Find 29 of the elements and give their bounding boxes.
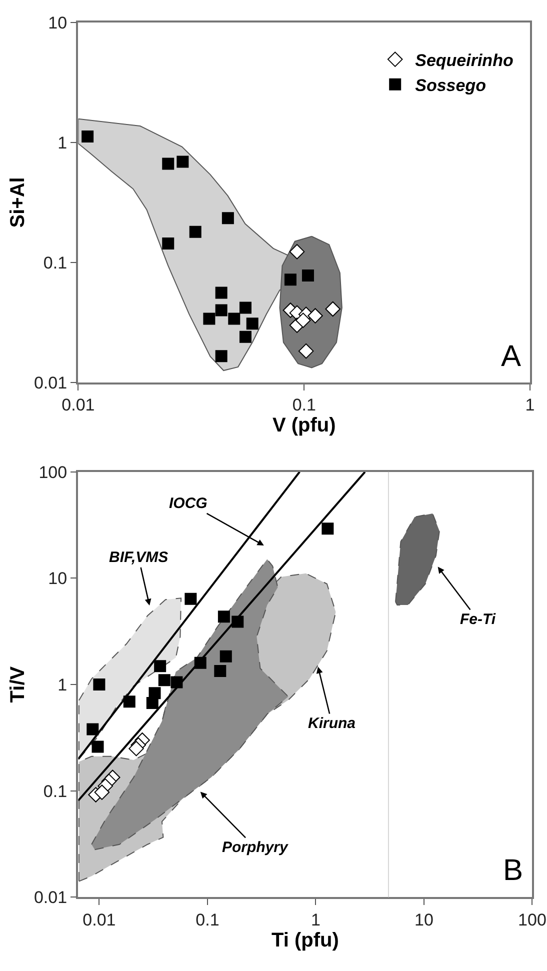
x-tick-label: 100 [518,910,546,930]
y-tick-label: 0.01 [34,888,68,908]
y-tick-label: 10 [48,13,68,32]
x-tick-label: 10 [414,910,434,930]
x-tick-label: 0.01 [82,910,116,930]
annotation: Porphyry [222,839,289,856]
y-tick-label: 1 [58,133,68,152]
y-tick-label: 1 [58,676,68,695]
x-axis-title: Ti (pfu) [272,929,339,952]
y-tick-label: 100 [38,462,68,482]
y-tick-label: 0.01 [34,374,68,393]
y-tick-label: 10 [48,569,68,588]
annotation: IOCG [169,495,208,512]
y-tick-label: 0.1 [43,253,68,272]
annotation: Fe-Ti [460,611,496,628]
x-axis-title: V (pfu) [272,414,336,437]
x-tick-label: 1 [525,396,535,415]
annotation: BIF,VMS [109,549,168,566]
x-tick-label: 0.1 [292,396,316,415]
y-axis-title: Si+Al [6,177,29,228]
annotation: A [501,340,522,373]
legend-label: Sossego [415,76,486,96]
y-tick-label: 0.1 [43,782,68,801]
x-tick-label: 1 [310,910,320,930]
annotation: Kiruna [308,715,356,732]
legend-label: Sequeirinho [415,50,514,70]
x-tick-label: 0.1 [196,910,220,930]
y-axis-title: Ti/V [6,666,29,703]
annotation: B [503,854,524,887]
